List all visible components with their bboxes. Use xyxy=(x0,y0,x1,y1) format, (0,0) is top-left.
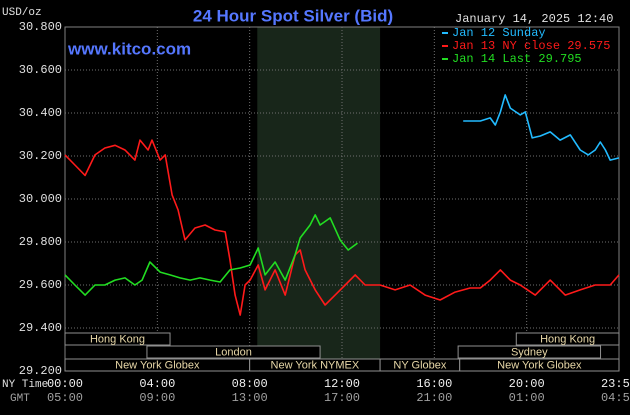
y-tick-label: 30.000 xyxy=(19,192,62,206)
site-url: www.kitco.com xyxy=(67,39,191,58)
x2-tick-label: 21:00 xyxy=(416,391,452,405)
x-tick-label: 20:00 xyxy=(509,377,545,391)
session-label: New York Globex xyxy=(497,359,582,371)
x-tick-label: 08:00 xyxy=(232,377,268,391)
x2-tick-label: 04:59 xyxy=(601,391,630,405)
legend-label: Jan 13 NY close 29.575 xyxy=(452,39,610,53)
series-line xyxy=(64,139,620,316)
y-tick-label: 30.400 xyxy=(19,106,62,120)
session-label: New York NYMEX xyxy=(271,359,360,371)
x2-tick-label: 13:00 xyxy=(232,391,268,405)
x2-tick-label: 01:00 xyxy=(509,391,545,405)
series-line xyxy=(463,94,620,161)
x-tick-label: 16:00 xyxy=(416,377,452,391)
y-tick-label: 30.800 xyxy=(19,20,62,34)
session-label: Hong Kong xyxy=(540,333,595,345)
session-label: NY Globex xyxy=(393,359,446,371)
x-tick-label: 12:00 xyxy=(324,377,360,391)
y-tick-label: 29.600 xyxy=(19,278,62,292)
session-box xyxy=(459,358,620,372)
y-axis-label: USD/oz xyxy=(2,7,42,19)
legend-label: Jan 12 Sunday xyxy=(452,26,546,40)
x2-axis-label: GMT xyxy=(10,393,30,405)
session-box xyxy=(64,332,171,346)
y-tick-label: 29.400 xyxy=(19,321,62,335)
y-tick-label: 30.200 xyxy=(19,149,62,163)
x-tick-label: 00:00 xyxy=(47,377,83,391)
session-box xyxy=(457,345,602,359)
timestamp: January 14, 2025 12:40 xyxy=(455,12,613,26)
session-label: Hong Kong xyxy=(90,333,145,345)
x-axis-label: NY Time xyxy=(2,379,48,391)
series-line xyxy=(64,214,358,296)
x-tick-label: 04:00 xyxy=(139,377,175,391)
session-label: New York Globex xyxy=(115,359,200,371)
session-label: Sydney xyxy=(511,346,548,358)
x2-tick-label: 05:00 xyxy=(47,391,83,405)
y-tick-label: 29.800 xyxy=(19,235,62,249)
session-label: London xyxy=(215,346,252,358)
x2-tick-label: 17:00 xyxy=(324,391,360,405)
session-box xyxy=(146,345,321,359)
session-box xyxy=(515,332,620,346)
x-tick-label: 23:59 xyxy=(601,377,630,391)
chart-title: 24 Hour Spot Silver (Bid) xyxy=(193,6,393,25)
y-tick-label: 30.600 xyxy=(19,63,62,77)
legend-label: Jan 14 Last 29.795 xyxy=(452,52,582,66)
x2-tick-label: 09:00 xyxy=(139,391,175,405)
y-tick-label: 29.200 xyxy=(19,364,62,378)
